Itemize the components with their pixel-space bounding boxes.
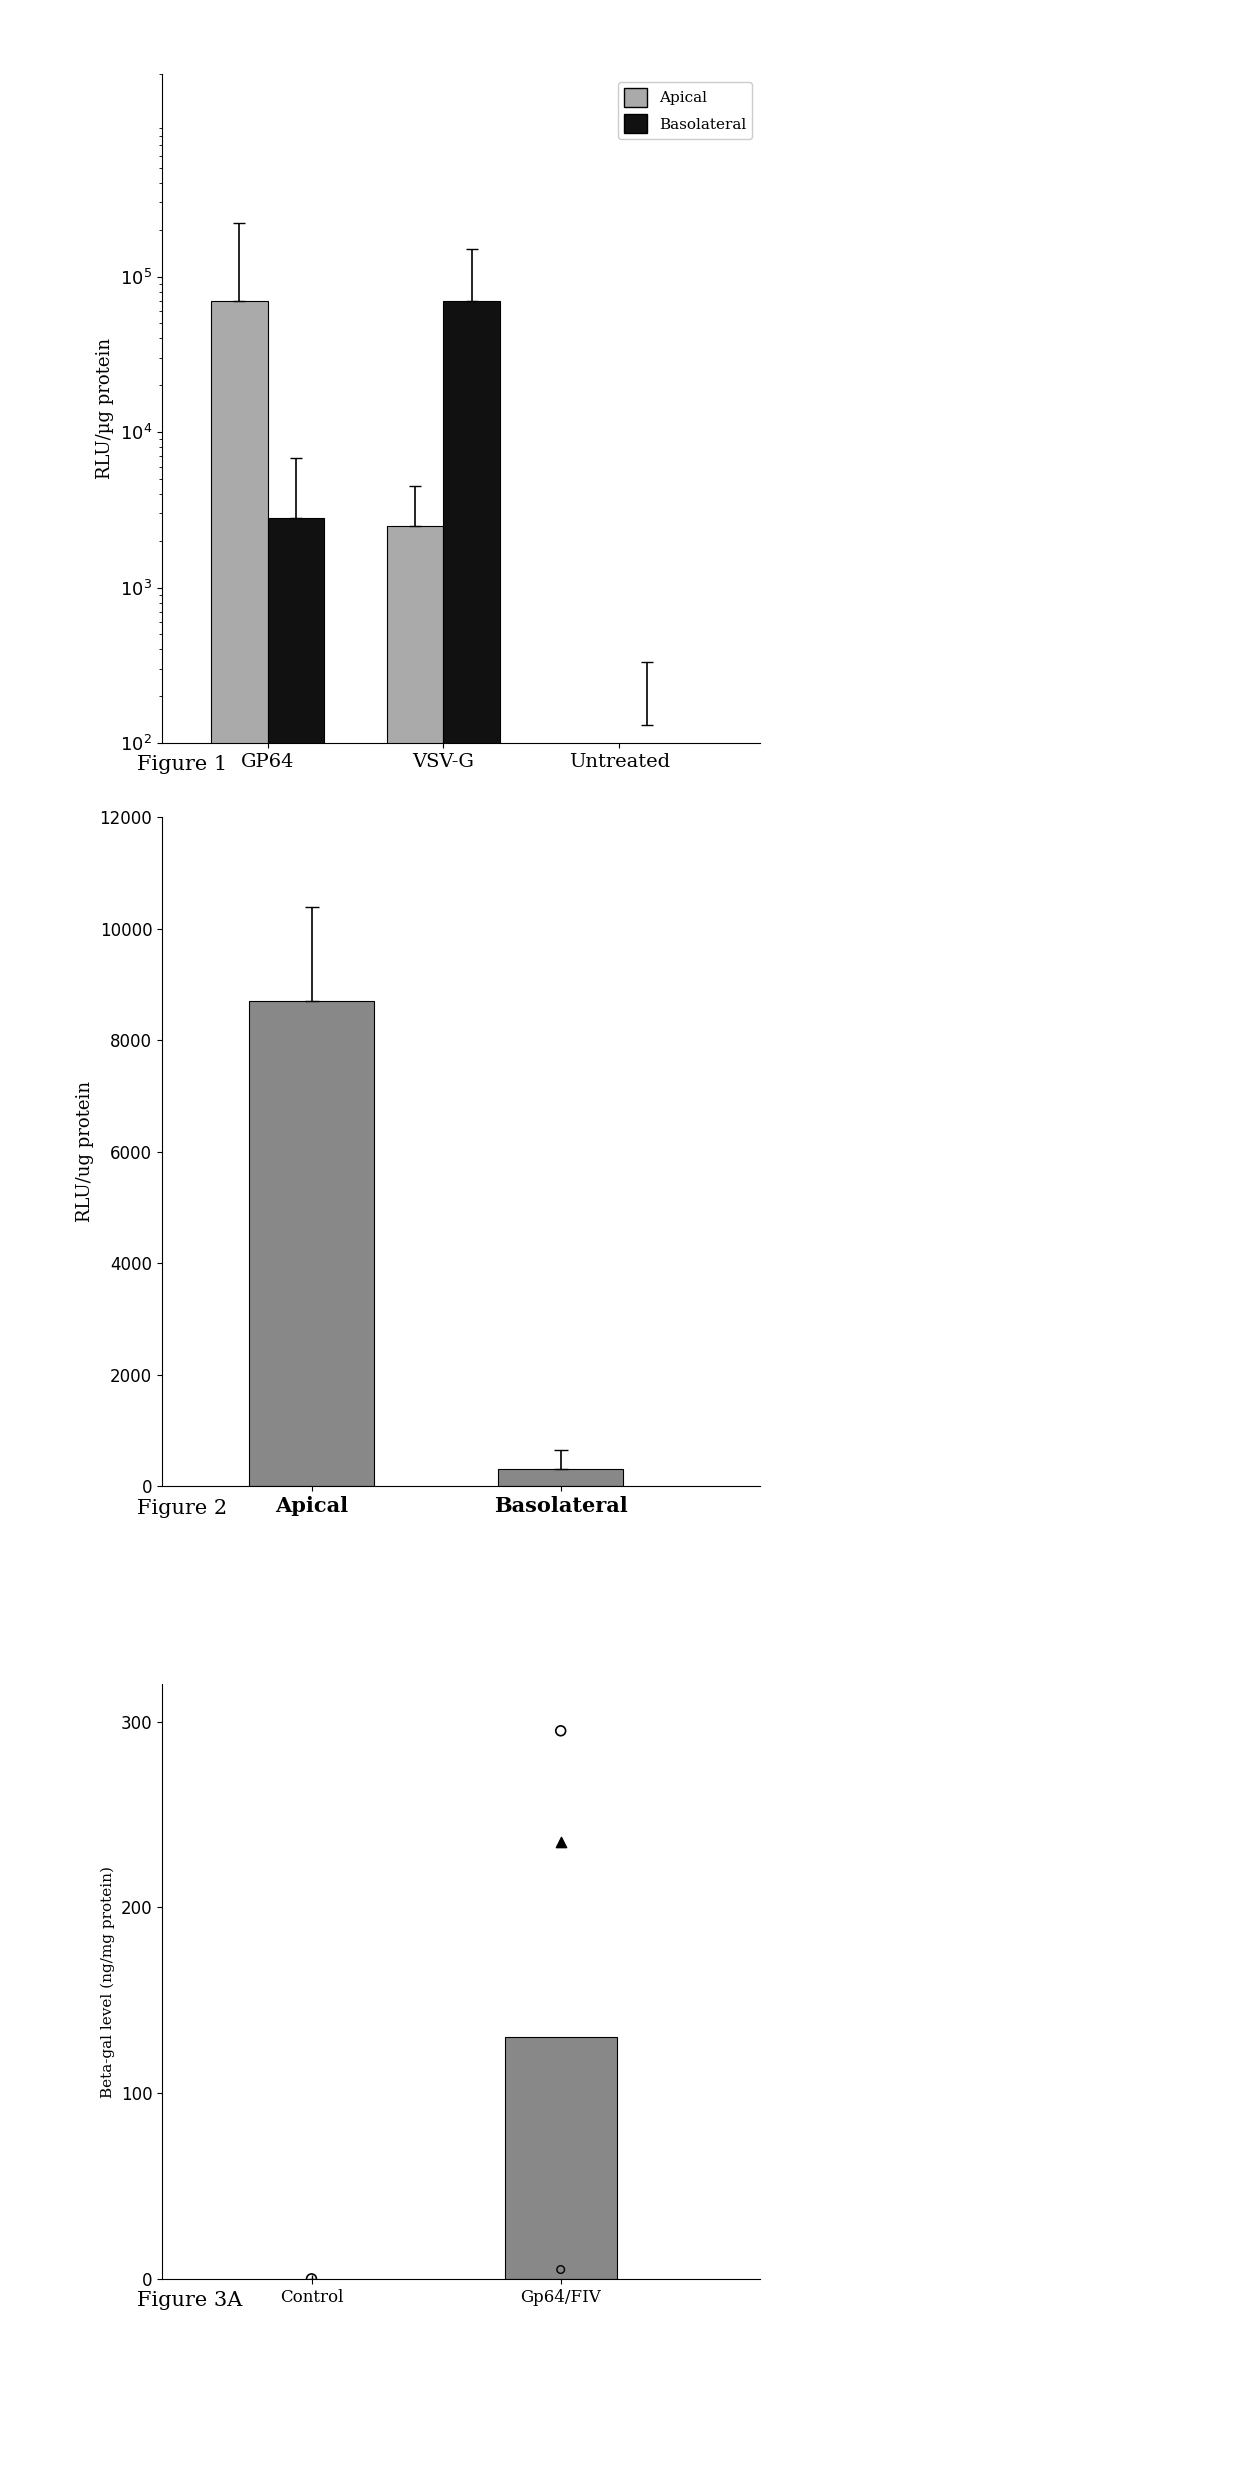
Point (551, 2249, 571, 2289)
Legend: Apical, Basolateral: Apical, Basolateral (618, 82, 753, 139)
Bar (498, 1469, 623, 1486)
Bar (212, 300, 268, 2477)
Y-axis label: RLU/µg protein: RLU/µg protein (96, 339, 115, 478)
Bar (388, 525, 444, 2477)
Bar (249, 1001, 374, 1486)
Text: Figure 2: Figure 2 (137, 1499, 227, 1518)
Text: Figure 1: Figure 1 (137, 755, 227, 775)
Point (551, 1823, 571, 1863)
Text: Figure 3A: Figure 3A (137, 2291, 243, 2311)
Y-axis label: Beta-gal level (ng/mg protein): Beta-gal level (ng/mg protein) (101, 1865, 115, 2098)
Point (551, 1712, 571, 1751)
Point (302, 2259, 321, 2299)
Bar (505, 2036, 617, 2279)
Bar (268, 518, 324, 2477)
Y-axis label: RLU/ug protein: RLU/ug protein (76, 1082, 93, 1221)
Bar (444, 300, 500, 2477)
